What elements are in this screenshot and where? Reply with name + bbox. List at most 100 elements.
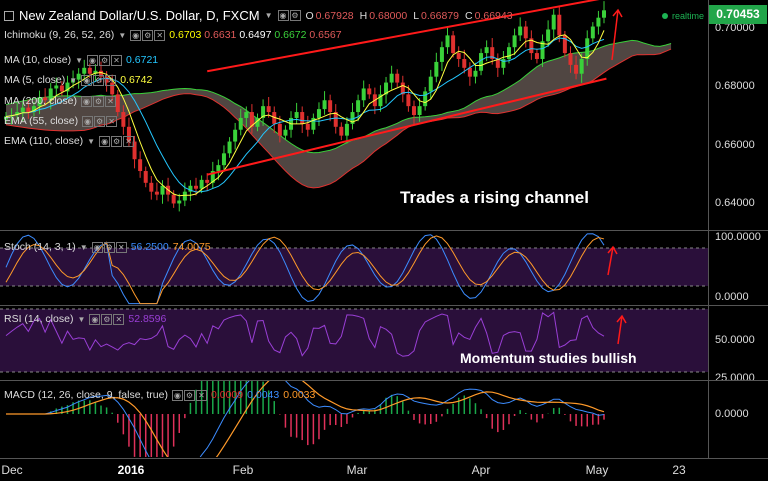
candle-body	[261, 106, 266, 118]
settings-icon[interactable]: ⚙	[94, 115, 106, 127]
settings-icon[interactable]: ⚙	[111, 135, 123, 147]
close-icon[interactable]: ✕	[104, 95, 116, 107]
settings-icon[interactable]: ⚙	[101, 313, 113, 325]
candle-body	[311, 117, 316, 130]
time-axis[interactable]: Dec 2016 Feb Mar Apr May 23	[0, 458, 768, 481]
series-controls[interactable]: ◉ ⚙	[277, 10, 301, 21]
visibility-icon[interactable]: ◉	[171, 389, 183, 401]
close-icon[interactable]: ✕	[123, 135, 135, 147]
candle-body	[277, 123, 282, 136]
candle-body	[138, 159, 143, 172]
ichimoku-cloud	[6, 40, 672, 188]
candle-body	[417, 106, 422, 115]
indicator-controls[interactable]: ◉ ⚙ ✕	[91, 241, 127, 253]
settings-icon[interactable]: ⚙	[93, 74, 105, 86]
visibility-icon[interactable]: ◉	[89, 313, 101, 325]
rsi-chart[interactable]	[0, 306, 708, 380]
settings-icon[interactable]: ⚙	[142, 29, 154, 41]
indicator-controls[interactable]: ◉ ⚙ ✕	[81, 74, 117, 86]
pane-divider[interactable]	[0, 230, 768, 231]
stoch-pane[interactable]: Stoch (14, 3, 1) ▼ ◉ ⚙ ✕ 56.2500 74.0075	[0, 231, 708, 305]
close-icon[interactable]: ✕	[195, 389, 207, 401]
legend-ma200[interactable]: MA (200, close) ◉ ⚙ ✕	[4, 94, 116, 108]
candle-body	[244, 112, 249, 118]
rsi-axis[interactable]: 50.0000 25.0000	[708, 306, 768, 384]
close-icon[interactable]: ✕	[113, 313, 125, 325]
indicator-controls[interactable]: ◉ ⚙ ✕	[82, 115, 118, 127]
visibility-icon[interactable]: ◉	[99, 135, 111, 147]
close-icon[interactable]: ✕	[105, 74, 117, 86]
candle-body	[177, 200, 182, 204]
candle-body	[316, 109, 321, 118]
candle-body	[557, 14, 562, 36]
chevron-down-icon[interactable]: ▼	[77, 314, 86, 324]
settings-icon[interactable]: ⚙	[103, 241, 115, 253]
indicator-controls[interactable]: ◉ ⚙ ✕	[80, 95, 116, 107]
pane-divider[interactable]	[0, 305, 768, 306]
indicator-controls[interactable]: ◉ ⚙ ✕	[99, 135, 135, 147]
candle-body	[132, 141, 137, 160]
chevron-down-icon[interactable]: ▼	[264, 11, 273, 20]
visibility-icon[interactable]: ◉	[80, 95, 92, 107]
settings-icon[interactable]: ⚙	[92, 95, 104, 107]
price-pane[interactable]: New Zealand Dollar/U.S. Dollar, D, FXCM …	[0, 0, 708, 230]
visibility-icon[interactable]: ◉	[87, 54, 99, 66]
indicator-controls[interactable]: ◉ ⚙ ✕	[87, 54, 123, 66]
legend-ema110[interactable]: EMA (110, close) ▼ ◉ ⚙ ✕	[4, 134, 135, 148]
candle-body	[143, 171, 148, 183]
candle-body	[194, 185, 199, 189]
chevron-down-icon[interactable]: ▼	[87, 136, 96, 146]
legend-macd[interactable]: MACD (12, 26, close, 9, false, true) ◉ ⚙ ✕…	[4, 388, 315, 402]
time-tick: Feb	[232, 463, 254, 477]
indicator-controls[interactable]: ◉ ⚙ ✕	[171, 389, 207, 401]
chevron-down-icon[interactable]: ▼	[69, 75, 78, 85]
close-icon[interactable]: ✕	[154, 29, 166, 41]
legend-rsi[interactable]: RSI (14, close) ▼ ◉ ⚙ ✕ 52.8596	[4, 312, 166, 326]
visibility-icon[interactable]: ◉	[277, 10, 289, 21]
rsi-pane[interactable]: RSI (14, close) ▼ ◉ ⚙ ✕ 52.8596 Momentum s…	[0, 306, 708, 380]
close-icon[interactable]: ✕	[106, 115, 118, 127]
legend-stoch[interactable]: Stoch (14, 3, 1) ▼ ◉ ⚙ ✕ 56.2500 74.0075	[4, 240, 211, 254]
symbol-title[interactable]: New Zealand Dollar/U.S. Dollar, D, FXCM	[19, 8, 260, 23]
settings-icon[interactable]: ⚙	[99, 54, 111, 66]
legend-ma10[interactable]: MA (10, close) ▼ ◉ ⚙ ✕ 0.6721	[4, 53, 158, 67]
price-axis[interactable]: 0.70000 0.68000 0.66000 0.64000	[708, 0, 768, 230]
indicator-controls[interactable]: ◉ ⚙ ✕	[130, 29, 166, 41]
stoch-axis[interactable]: 100.0000 0.0000	[708, 231, 768, 305]
close-icon[interactable]: ✕	[111, 54, 123, 66]
legend-label: MA (5, close)	[4, 74, 66, 86]
candle-body	[562, 35, 567, 54]
visibility-icon[interactable]: ◉	[130, 29, 142, 41]
legend-ichimoku[interactable]: Ichimoku (9, 26, 52, 26) ▼ ◉ ⚙ ✕ 0.6703 0.…	[4, 28, 342, 42]
settings-icon[interactable]: ⚙	[183, 389, 195, 401]
chevron-down-icon[interactable]: ▼	[79, 242, 88, 252]
candle-body	[233, 129, 238, 142]
candle-body	[378, 94, 383, 107]
price-chart[interactable]	[0, 0, 708, 230]
candle-body	[574, 64, 579, 74]
macd-pane[interactable]: MACD (12, 26, close, 9, false, true) ◉ ⚙ ✕…	[0, 381, 708, 457]
indicator-controls[interactable]: ◉ ⚙ ✕	[89, 313, 125, 325]
candle-body	[484, 47, 489, 54]
chevron-down-icon[interactable]: ▼	[75, 55, 84, 65]
time-tick: Dec	[1, 463, 23, 477]
legend-ma5[interactable]: MA (5, close) ▼ ◉ ⚙ ✕ 0.6742	[4, 73, 152, 87]
price-tick: 0.66000	[715, 139, 755, 151]
candle-body	[121, 112, 126, 127]
chevron-down-icon[interactable]: ▼	[118, 30, 127, 40]
symbol-header: New Zealand Dollar/U.S. Dollar, D, FXCM …	[4, 8, 519, 23]
macd-chart[interactable]	[0, 381, 708, 457]
legend-ema55[interactable]: EMA (55, close) ◉ ⚙ ✕	[4, 114, 118, 128]
stoch-chart[interactable]	[0, 231, 708, 305]
visibility-icon[interactable]: ◉	[82, 115, 94, 127]
pane-divider[interactable]	[0, 380, 768, 381]
legend-value: 0.6742	[120, 74, 153, 86]
macd-axis[interactable]: 0.0000	[708, 381, 768, 458]
settings-icon[interactable]: ⚙	[289, 10, 301, 21]
visibility-icon[interactable]: ◉	[81, 74, 93, 86]
collapse-icon[interactable]	[4, 10, 14, 21]
ohlc-key: H	[359, 9, 368, 22]
candle-body	[221, 153, 226, 166]
close-icon[interactable]: ✕	[115, 241, 127, 253]
visibility-icon[interactable]: ◉	[91, 241, 103, 253]
